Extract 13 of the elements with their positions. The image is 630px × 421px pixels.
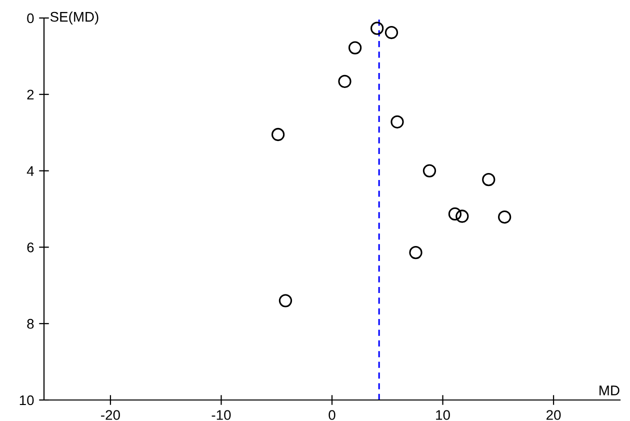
y-tick-label: 6 <box>27 242 34 252</box>
x-axis-title: MD <box>600 386 620 396</box>
x-tick-label: -10 <box>212 410 231 420</box>
y-axis-title: SE(MD) <box>50 12 98 24</box>
x-tick-label: 0 <box>328 410 336 420</box>
y-tick-label: 2 <box>27 90 34 100</box>
y-tick-label: 4 <box>26 166 34 176</box>
y-tick-label: 10 <box>20 395 34 406</box>
y-tick-label: 0 <box>27 13 34 24</box>
x-tick-label: 10 <box>436 410 450 420</box>
x-tick-label: 20 <box>546 410 561 420</box>
y-tick-label: 8 <box>27 318 34 329</box>
x-tick-label: -20 <box>101 410 120 420</box>
